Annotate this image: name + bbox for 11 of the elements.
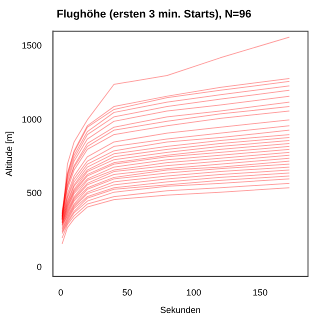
chart-title: Flughöhe (ersten 3 min. Starts), N=96 (56, 8, 252, 21)
y-tick-label: 1500 (22, 40, 42, 50)
y-axis-title: Altitude [m] (4, 131, 14, 176)
y-tick-label: 1000 (22, 114, 42, 124)
x-tick-label: 100 (186, 287, 202, 298)
x-tick-label: 0 (58, 287, 64, 298)
y-tick-label: 500 (26, 188, 42, 198)
x-tick-label: 50 (122, 287, 132, 298)
x-axis-title: Sekunden (160, 305, 201, 316)
y-tick-label: 0 (36, 262, 42, 272)
x-tick-label: 150 (252, 287, 268, 298)
